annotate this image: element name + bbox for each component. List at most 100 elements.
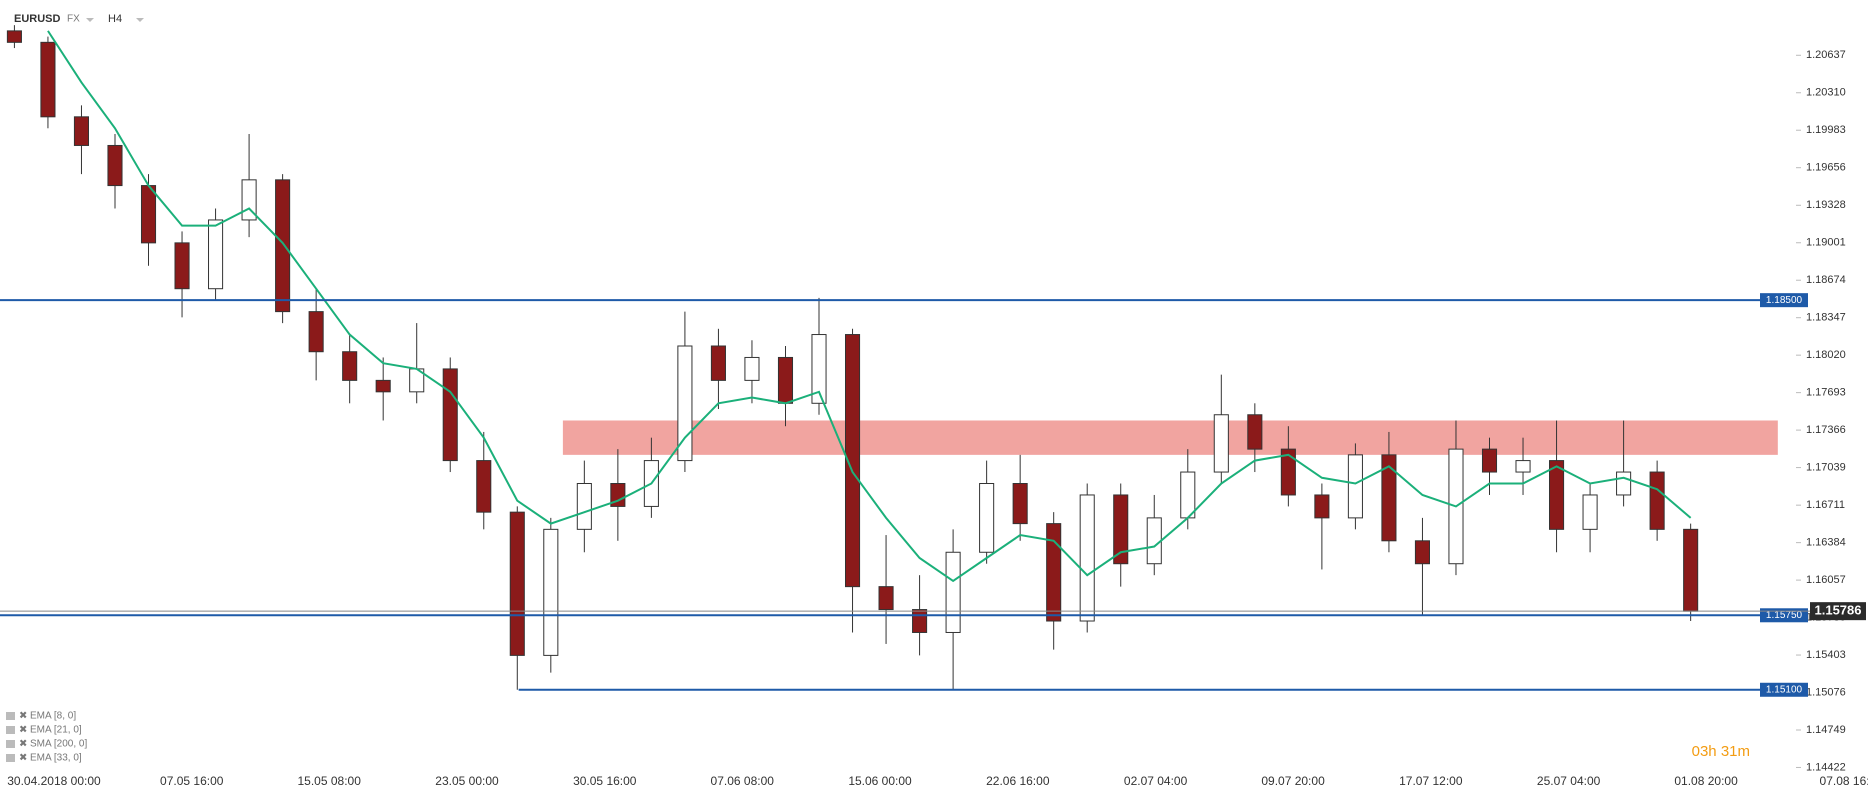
x-tick-label: 01.08 20:00 (1674, 774, 1738, 788)
dropdown-icon[interactable] (136, 18, 144, 22)
indicator-label: SMA [200, 0] (30, 739, 87, 750)
candle-body (140, 185, 157, 244)
y-tick-label: 1.17039 (1806, 461, 1846, 473)
x-tick-label: 15.05 08:00 (298, 774, 362, 788)
x-tick-label: 25.07 04:00 (1537, 774, 1601, 788)
candle-body (1481, 448, 1498, 473)
candle-body (677, 345, 693, 462)
indicator-icon (6, 712, 15, 720)
indicator-remove: ✖ (19, 725, 27, 736)
indicator-icon (6, 740, 15, 748)
candle-body (174, 242, 190, 290)
candle-body (844, 334, 861, 588)
candle-body (342, 351, 358, 381)
indicator-remove: ✖ (19, 739, 27, 750)
candle-body (1616, 471, 1632, 496)
dropdown-icon[interactable] (86, 18, 94, 22)
candle-body (1515, 460, 1531, 473)
candle-body (1079, 494, 1095, 622)
y-tick-label: 1.20310 (1806, 87, 1846, 99)
y-tick-label: 1.16384 (1806, 537, 1846, 549)
level-label: 1.15100 (1766, 684, 1803, 695)
y-tick-label: 1.19656 (1806, 162, 1846, 174)
y-tick-label: 1.19001 (1806, 237, 1846, 249)
candle-body (1280, 448, 1296, 496)
candle-body (1649, 471, 1665, 530)
timer: 03h 31m (1692, 743, 1750, 760)
x-tick-label: 07.08 16:00 (1820, 774, 1868, 788)
y-tick-label: 1.16057 (1806, 574, 1846, 586)
y-tick-label: 1.20637 (1806, 49, 1846, 61)
candle-body (945, 551, 961, 633)
y-tick-label: 1.14749 (1806, 724, 1846, 736)
y-tick-label: 1.18347 (1806, 312, 1846, 324)
candle-body (275, 179, 291, 313)
x-tick-label: 17.07 12:00 (1399, 774, 1463, 788)
candle-body (610, 483, 626, 507)
x-tick-label: 07.05 16:00 (160, 774, 224, 788)
y-tick-label: 1.19983 (1806, 124, 1846, 136)
candle-body (878, 586, 894, 611)
candle-body (308, 311, 324, 353)
indicator-remove: ✖ (19, 753, 27, 764)
candle-body (979, 483, 995, 553)
y-tick-label: 1.15076 (1806, 686, 1846, 698)
y-tick-label: 1.16711 (1806, 499, 1845, 511)
x-tick-label: 02.07 04:00 (1124, 774, 1188, 788)
last-price-box (1810, 602, 1866, 621)
candle-body (1146, 517, 1162, 565)
y-tick-label: 1.17693 (1806, 387, 1846, 399)
candle-body (6, 30, 22, 43)
indicator-label: EMA [33, 0] (30, 753, 82, 764)
interval[interactable]: H4 (108, 13, 122, 25)
last-price-label: 1.15786 (1815, 603, 1862, 618)
x-tick-label: 07.06 08:00 (711, 774, 775, 788)
candle-body (543, 528, 559, 656)
y-tick-label: 1.19328 (1806, 199, 1846, 211)
resistance-zone (562, 420, 1778, 455)
candle-body (912, 609, 928, 633)
candle-body (476, 460, 492, 513)
candle-body (1582, 494, 1598, 530)
indicator-label: EMA [21, 0] (30, 725, 82, 736)
indicator-icon (6, 754, 15, 762)
indicator-label: EMA [8, 0] (30, 711, 76, 722)
indicator-list: ✖ EMA [8, 0]✖ EMA [21, 0]✖ SMA [200, 0]✖ EMA… (6, 711, 87, 764)
x-tick-label: 22.06 16:00 (986, 774, 1050, 788)
candle-body (576, 483, 592, 530)
indicator-remove: ✖ (19, 711, 27, 722)
candle-body (73, 116, 90, 146)
level-label-box (1760, 682, 1808, 697)
y-tick-label: 1.15403 (1806, 649, 1846, 661)
candle-body (442, 368, 458, 462)
x-tick-label: 30.05 16:00 (573, 774, 637, 788)
market: FX (67, 14, 80, 25)
indicator-icon (6, 726, 15, 734)
level-label-box (1760, 293, 1808, 308)
candle-body (1113, 494, 1129, 565)
candle-body (1347, 454, 1363, 519)
level-label: 1.15750 (1766, 610, 1803, 621)
candle-body (1180, 471, 1196, 519)
candle-body (811, 334, 827, 404)
candle-body (40, 41, 56, 118)
x-tick-label: 23.05 00:00 (435, 774, 499, 788)
candle-body (107, 144, 123, 187)
candle-body (1213, 414, 1229, 473)
candle-body (1381, 454, 1397, 542)
candle-body (1247, 414, 1263, 450)
candle-body (744, 356, 760, 381)
x-tick-label: 09.07 20:00 (1261, 774, 1325, 788)
candle-body (1414, 540, 1430, 565)
y-tick-label: 1.18674 (1806, 274, 1846, 286)
ema-line (47, 30, 1692, 583)
candle-body (208, 219, 224, 290)
candle-body (1012, 483, 1028, 525)
y-tick-label: 1.17366 (1806, 424, 1846, 436)
candle-body (1549, 460, 1565, 530)
symbol[interactable]: EURUSD (14, 13, 61, 25)
level-label: 1.18500 (1766, 295, 1803, 306)
